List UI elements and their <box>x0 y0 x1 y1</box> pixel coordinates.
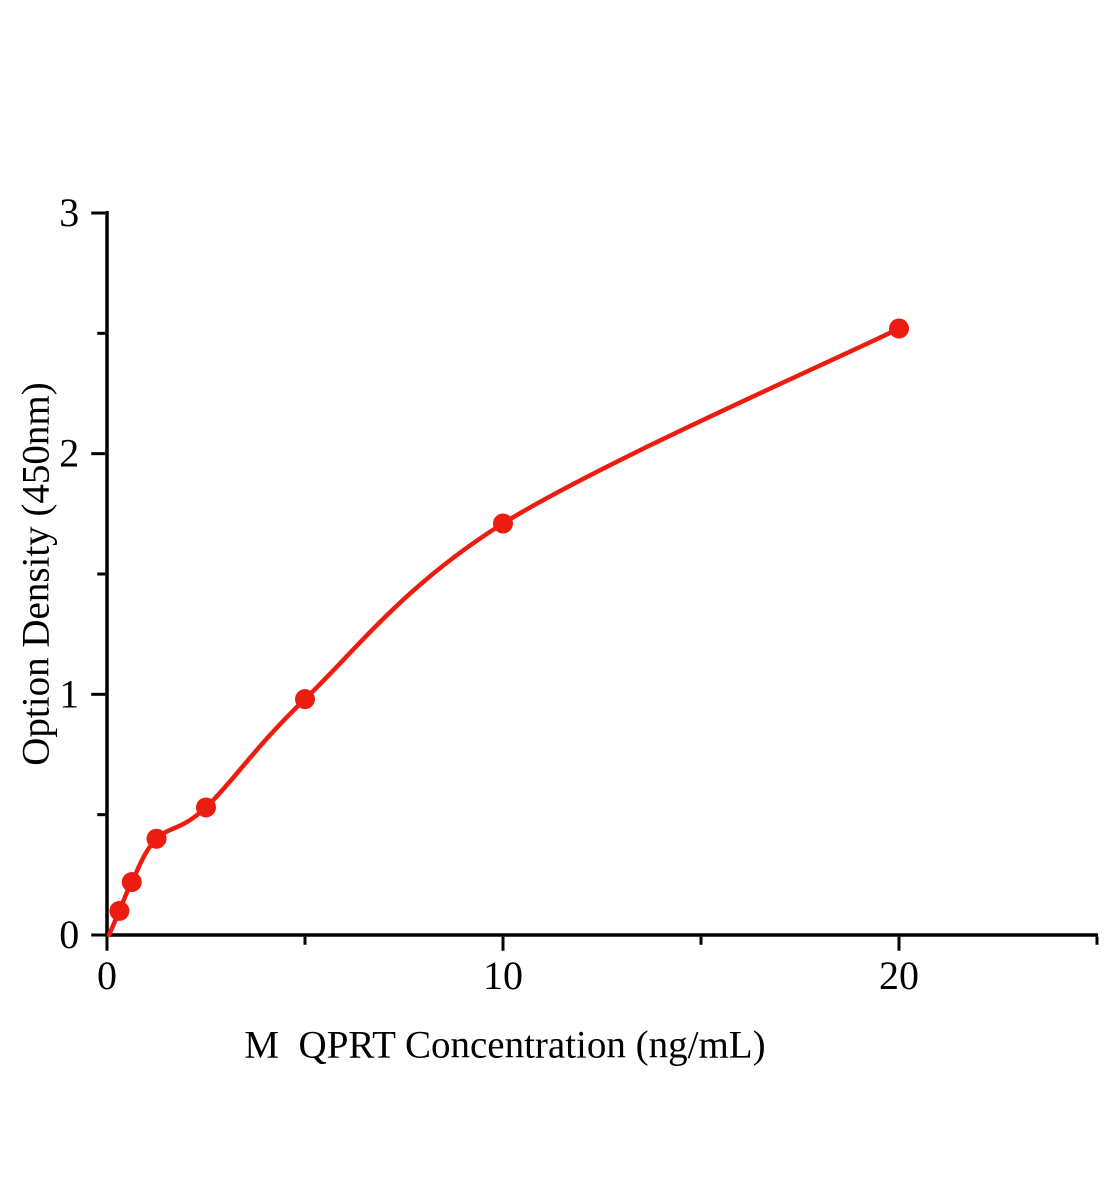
fit-curve <box>106 326 902 938</box>
x-tick-label: 0 <box>97 953 117 998</box>
y-tick-label: 0 <box>59 912 79 957</box>
data-point <box>121 872 142 893</box>
y-tick-label: 3 <box>59 190 79 235</box>
data-point <box>889 318 909 339</box>
data-point <box>196 797 216 818</box>
y-axis-title: Option Density (450nm) <box>14 382 58 766</box>
data-point <box>295 689 315 710</box>
x-tick-label: 20 <box>879 953 919 998</box>
data-point <box>146 828 167 849</box>
data-point <box>493 513 513 534</box>
y-tick-label: 2 <box>59 431 79 476</box>
x-axis-title: M QPRT Concentration (ng/mL) <box>244 1023 766 1067</box>
x-tick-label: 10 <box>483 953 523 998</box>
data-point <box>109 900 130 921</box>
y-tick-label: 1 <box>59 671 79 716</box>
